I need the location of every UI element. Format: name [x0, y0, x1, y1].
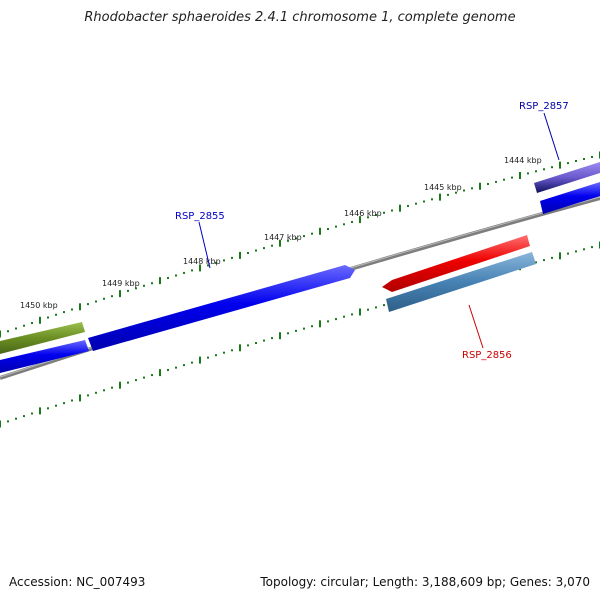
- gene-label-rsp-2856[interactable]: RSP_2856: [462, 350, 512, 361]
- accession-label: Accession: NC_007493: [9, 575, 146, 589]
- gene-rsp-2855[interactable]: [88, 265, 355, 351]
- kbp-label: 1447 kbp: [264, 233, 302, 242]
- map-title: Rhodobacter sphaeroides 2.4.1 chromosome…: [84, 10, 516, 25]
- gene-rsp-2856[interactable]: [386, 252, 536, 312]
- kbp-label: 1445 kbp: [424, 183, 462, 192]
- reverse-gene-track: [382, 235, 536, 312]
- gene-label-rsp-2855[interactable]: RSP_2855: [175, 211, 225, 222]
- gene-rsp-2856-outer[interactable]: [382, 235, 530, 292]
- gene-forward-right[interactable]: [540, 182, 600, 214]
- forward-gene-track: [0, 162, 600, 373]
- outer-tick-track: [0, 151, 600, 338]
- kbp-label: 1444 kbp: [504, 156, 542, 165]
- kbp-labels: 1450 kbp 1449 kbp 1448 kbp 1447 kbp 1446…: [20, 156, 542, 310]
- gene-forward-left[interactable]: [0, 340, 89, 373]
- kbp-label: 1446 kbp: [344, 209, 382, 218]
- kbp-label: 1448 kbp: [183, 257, 221, 266]
- gene-label-rsp-2857[interactable]: RSP_2857: [519, 101, 569, 112]
- kbp-label: 1449 kbp: [102, 279, 140, 288]
- gene-callouts: RSP_2855 RSP_2856 RSP_2857: [175, 101, 569, 361]
- kbp-label: 1450 kbp: [20, 301, 58, 310]
- gene-rsp-2857-highlight[interactable]: [534, 162, 600, 193]
- genome-summary: Topology: circular; Length: 3,188,609 bp…: [260, 575, 590, 589]
- gene-rna-olive[interactable]: [0, 322, 85, 354]
